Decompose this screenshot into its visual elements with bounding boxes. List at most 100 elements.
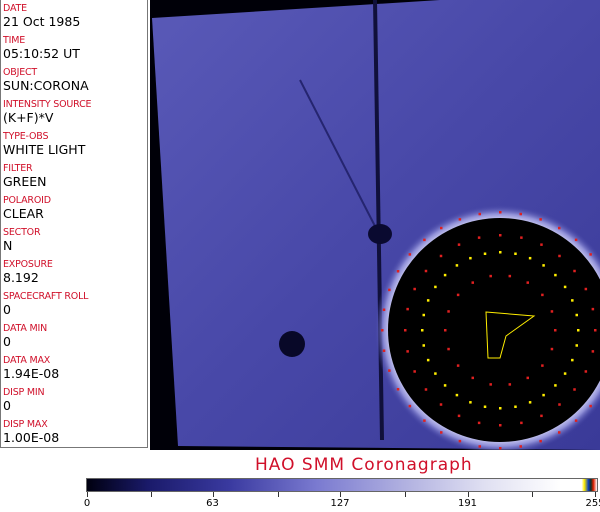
yellow-marker: [563, 285, 567, 289]
red-marker: [413, 287, 416, 291]
yellow-marker: [483, 252, 487, 255]
metadata-value: 1.00E-08: [3, 430, 60, 445]
colorbar-tick: [467, 492, 469, 497]
yellow-marker: [563, 372, 567, 375]
red-marker: [440, 226, 443, 230]
metadata-field: DISP MAX 1.00E-08: [1, 416, 147, 448]
metadata-label: DISP MAX: [3, 419, 48, 430]
colorbar-minor-tick: [150, 492, 152, 497]
sector-outline: [485, 311, 536, 359]
yellow-marker: [422, 344, 425, 347]
occulter: [388, 218, 600, 442]
yellow-marker: [575, 313, 579, 317]
metadata-value: 21 Oct 1985: [3, 14, 81, 29]
red-marker: [499, 234, 502, 237]
metadata-value: 0: [3, 302, 11, 317]
colorbar-tick-label: 127: [330, 498, 350, 509]
red-marker: [574, 419, 578, 422]
colorbar-minor-tick: [404, 492, 406, 497]
red-marker: [471, 376, 474, 380]
metadata-label: EXPOSURE: [3, 259, 53, 270]
red-marker: [591, 307, 595, 311]
red-marker: [550, 347, 554, 351]
metadata-label: OBJECT: [3, 67, 38, 78]
yellow-marker: [483, 405, 487, 409]
red-marker: [388, 369, 391, 372]
metadata-label: FILTER: [3, 163, 33, 174]
pylon-shadow: [368, 224, 392, 244]
metadata-field: FILTER GREEN: [1, 160, 147, 192]
red-marker: [458, 439, 462, 443]
red-marker: [489, 383, 492, 386]
red-marker: [478, 445, 482, 448]
yellow-marker: [426, 299, 430, 302]
red-marker: [526, 376, 529, 380]
red-marker: [558, 226, 561, 230]
red-marker: [519, 445, 522, 448]
metadata-value: N: [3, 238, 13, 253]
yellow-marker: [455, 264, 459, 267]
metadata-field: EXPOSURE 8.192: [1, 256, 147, 288]
metadata-field: TYPE-OBS WHITE LIGHT: [1, 128, 147, 160]
yellow-marker: [528, 256, 532, 260]
colorbar-tick-label: 191: [457, 498, 478, 509]
metadata-label: DATA MIN: [3, 323, 47, 334]
red-marker: [499, 424, 502, 427]
colorbar-tick: [340, 492, 341, 497]
yellow-marker: [499, 407, 502, 410]
colorbar-tick-label: 255: [585, 498, 600, 509]
red-marker: [520, 236, 523, 239]
red-marker: [519, 212, 522, 216]
metadata-field: TIME 05:10:52 UT: [1, 32, 147, 64]
red-marker: [558, 403, 561, 406]
red-marker: [499, 447, 502, 450]
metadata-label: SECTOR: [3, 227, 41, 238]
red-marker: [413, 370, 416, 373]
yellow-marker: [434, 372, 437, 375]
red-marker: [477, 421, 481, 425]
red-marker: [477, 236, 481, 239]
yellow-marker: [514, 252, 517, 255]
red-marker: [558, 254, 561, 258]
metadata-value: (K+F)*V: [3, 110, 54, 125]
yellow-marker: [571, 299, 574, 302]
red-marker: [558, 431, 561, 434]
red-marker: [573, 388, 576, 391]
yellow-marker: [443, 273, 447, 277]
red-marker: [396, 270, 400, 273]
red-marker: [584, 370, 588, 373]
colorbar-minor-tick: [531, 492, 533, 497]
red-marker: [388, 288, 391, 292]
red-marker: [574, 238, 578, 242]
yellow-marker: [469, 401, 472, 404]
metadata-field: SPACECRAFT ROLL 0: [1, 288, 147, 320]
red-marker: [444, 329, 447, 332]
red-marker: [539, 439, 542, 443]
red-marker: [554, 329, 557, 332]
metadata-value: 8.192: [3, 270, 39, 285]
red-marker: [541, 293, 544, 297]
colorbar-tick-label: 0: [83, 498, 91, 509]
metadata-value: 0: [3, 398, 11, 413]
red-marker: [589, 253, 592, 256]
yellow-marker: [528, 401, 532, 404]
yellow-marker: [426, 358, 430, 362]
yellow-marker: [571, 358, 574, 362]
yellow-marker: [542, 264, 545, 267]
metadata-field: DATA MAX 1.94E-08: [1, 352, 147, 384]
metadata-label: TIME: [3, 35, 26, 46]
red-marker: [478, 212, 482, 216]
red-marker: [381, 329, 384, 332]
metadata-label: TYPE-OBS: [3, 131, 49, 142]
red-marker: [423, 238, 426, 242]
metadata-label: DISP MIN: [3, 387, 45, 398]
metadata-value: CLEAR: [3, 206, 44, 221]
red-marker: [540, 414, 543, 418]
yellow-marker: [542, 393, 545, 397]
dust-spot: [279, 331, 305, 357]
red-marker: [526, 281, 529, 284]
yellow-marker: [434, 285, 437, 289]
red-marker: [456, 364, 460, 367]
colorbar-tick: [87, 492, 88, 497]
